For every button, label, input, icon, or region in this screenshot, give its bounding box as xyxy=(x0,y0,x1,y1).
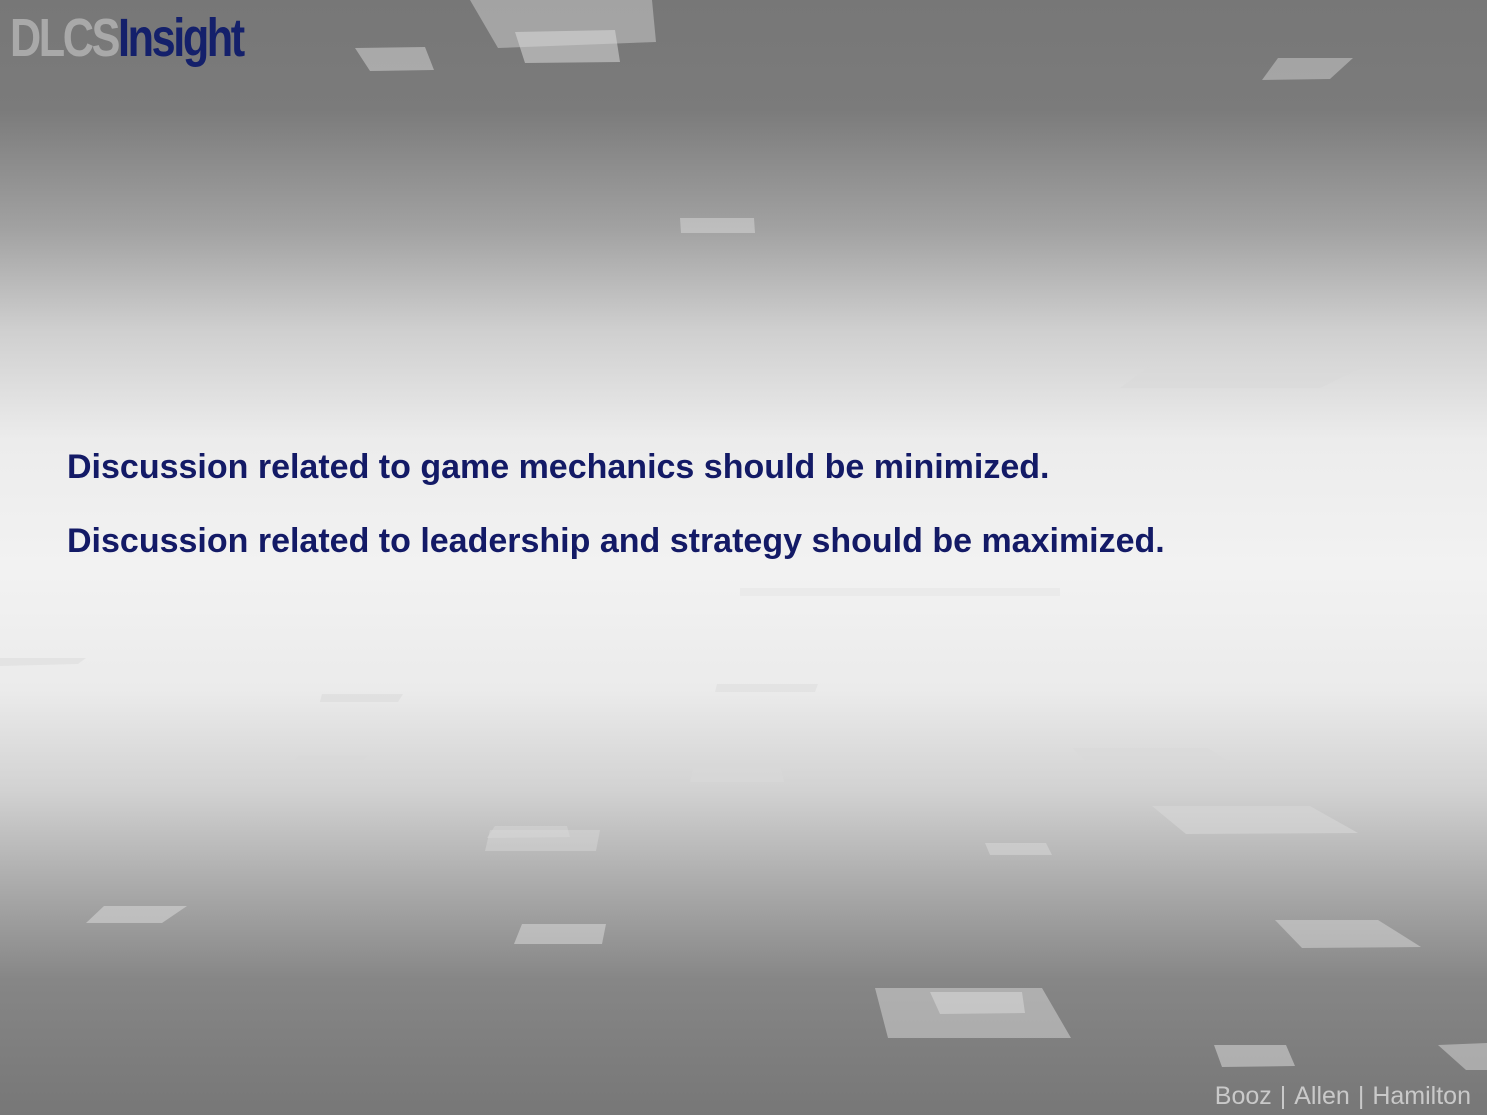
background-tile xyxy=(86,906,187,923)
background-tile xyxy=(985,843,1052,855)
background-tile xyxy=(690,768,784,782)
background-tile xyxy=(740,588,1060,596)
background-tile xyxy=(1214,1045,1295,1067)
footer-separator: | xyxy=(1279,1082,1287,1110)
background-tile xyxy=(1262,58,1353,80)
logo-dlcs-text: DLCS xyxy=(10,8,120,68)
background-tile xyxy=(930,992,1025,1014)
background-tile xyxy=(292,755,368,764)
background-tile xyxy=(355,47,434,71)
footer-separator: | xyxy=(1357,1082,1365,1110)
dlcs-insight-logo: DLCSInsight xyxy=(10,2,245,74)
footer-hamilton: Hamilton xyxy=(1372,1082,1471,1110)
statement-leadership-strategy: Discussion related to leadership and str… xyxy=(67,522,1165,560)
background-tile xyxy=(320,694,403,702)
background-tile xyxy=(487,826,570,838)
logo-insight-text: Insight xyxy=(118,8,245,68)
background-tile xyxy=(680,218,755,233)
background-tile xyxy=(715,684,818,692)
background-tile xyxy=(1120,366,1365,388)
background-tile xyxy=(1438,1043,1487,1070)
background-tile xyxy=(0,658,86,666)
background-tile xyxy=(1152,806,1358,834)
background-tile xyxy=(515,30,620,63)
background-tile xyxy=(1275,920,1421,948)
background-tile xyxy=(514,924,606,944)
booz-allen-hamilton-footer: Booz | Allen | Hamilton xyxy=(1215,1079,1471,1113)
background-tile xyxy=(485,830,600,851)
footer-allen: Allen xyxy=(1294,1082,1350,1110)
background-tile xyxy=(1072,748,1235,767)
footer-booz: Booz xyxy=(1214,1082,1272,1110)
statement-game-mechanics: Discussion related to game mechanics sho… xyxy=(67,448,1050,486)
slide-content: Discussion related to game mechanics sho… xyxy=(67,443,1165,591)
